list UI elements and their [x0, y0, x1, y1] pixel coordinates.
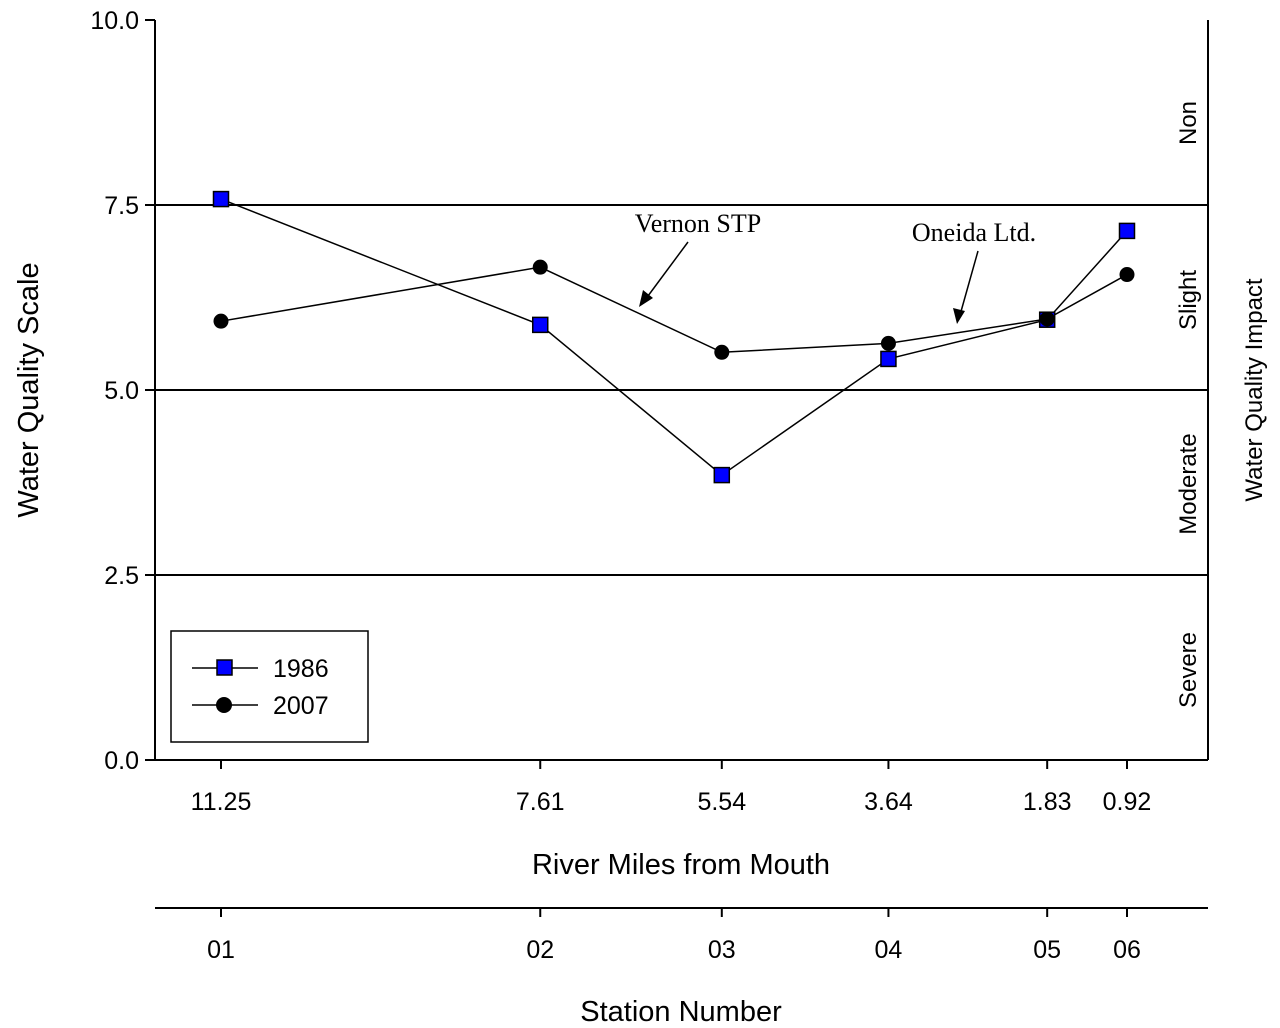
legend: 1986 2007 [170, 630, 369, 743]
annotation-oneida-ltd: Oneida Ltd. [912, 218, 1036, 247]
x-axis-label: River Miles from Mouth [532, 849, 830, 881]
series-line-2007 [220, 266, 1128, 354]
threshold-lines [155, 204, 1208, 576]
point-2007-5 [1119, 267, 1135, 283]
point-2007-0 [213, 313, 229, 329]
x-ticks: 11.25 7.61 5.54 3.64 1.83 0.92 [191, 760, 1152, 816]
point-2007-2 [714, 344, 730, 360]
legend-marker-2007 [216, 697, 232, 713]
point-1986-5 [1118, 222, 1136, 240]
x-tick-label-3: 3.64 [864, 788, 913, 816]
y-ticks: 0.0 2.5 5.0 7.5 10.0 [90, 7, 155, 775]
point-2007-1 [532, 259, 548, 275]
x-tick-label-0: 11.25 [191, 788, 252, 816]
annotation-vernon-stp: Vernon STP [635, 209, 761, 238]
zone-label-moderate: Moderate [1175, 433, 1202, 534]
station-tick-label-1: 02 [526, 936, 554, 964]
station-tick-label-4: 05 [1033, 936, 1061, 964]
annotation-vernon-arrow [644, 241, 689, 301]
y-tick-label-4: 10.0 [90, 7, 139, 35]
legend-label-2007: 2007 [273, 692, 329, 720]
zone-label-severe: Severe [1175, 632, 1202, 708]
point-2007-4 [1039, 311, 1055, 327]
station-ticks: 01 02 03 04 05 06 [207, 908, 1141, 964]
legend-marker-1986 [216, 659, 233, 676]
legend-box [170, 630, 369, 743]
station-axis-label: Station Number [580, 996, 782, 1028]
series-line-1986 [220, 198, 1128, 477]
y-tick-label-2: 5.0 [104, 377, 139, 405]
data-series [212, 190, 1136, 484]
zone-label-slight: Slight [1175, 270, 1202, 330]
annotation-vernon-arrowhead [639, 290, 653, 307]
x-tick-label-4: 1.83 [1023, 788, 1072, 816]
y-axis-label: Water Quality Scale [13, 262, 45, 517]
point-1986-3 [880, 350, 897, 368]
station-tick-label-5: 06 [1113, 936, 1141, 964]
point-2007-3 [880, 335, 896, 351]
x-tick-label-5: 0.92 [1103, 788, 1152, 816]
x-tick-label-1: 7.61 [516, 788, 565, 816]
annotation-oneida-arrow [959, 250, 979, 316]
zone-label-non: Non [1175, 101, 1202, 145]
point-1986-2 [713, 466, 731, 484]
station-tick-label-0: 01 [207, 936, 235, 964]
station-tick-label-3: 04 [875, 936, 903, 964]
x-tick-label-2: 5.54 [697, 788, 746, 816]
y-tick-label-1: 2.5 [104, 562, 139, 590]
y-tick-label-0: 0.0 [104, 747, 139, 775]
annotation-oneida-arrowhead [953, 308, 965, 324]
point-1986-0 [212, 190, 230, 208]
secondary-y-axis-label: Water Quality Impact [1241, 278, 1268, 502]
y-tick-label-3: 7.5 [104, 192, 139, 220]
legend-label-1986: 1986 [273, 655, 329, 683]
point-1986-1 [531, 316, 549, 334]
station-tick-label-2: 03 [708, 936, 736, 964]
